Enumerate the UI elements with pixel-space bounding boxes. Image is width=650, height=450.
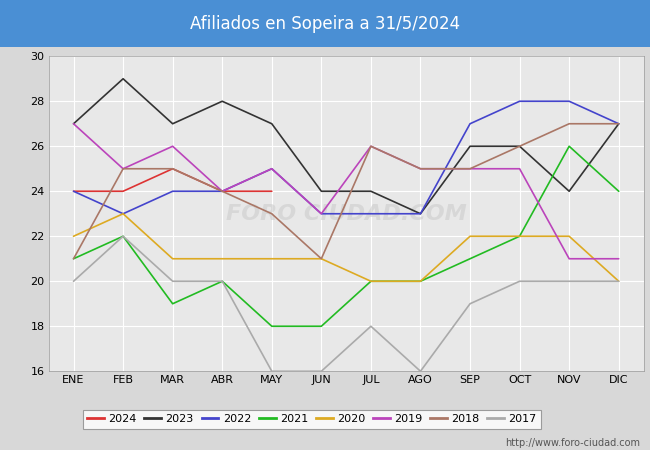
Text: Afiliados en Sopeira a 31/5/2024: Afiliados en Sopeira a 31/5/2024: [190, 14, 460, 33]
Text: http://www.foro-ciudad.com: http://www.foro-ciudad.com: [505, 438, 640, 448]
Text: FORO CIUDAD.COM: FORO CIUDAD.COM: [226, 204, 467, 224]
Legend: 2024, 2023, 2022, 2021, 2020, 2019, 2018, 2017: 2024, 2023, 2022, 2021, 2020, 2019, 2018…: [83, 410, 541, 429]
